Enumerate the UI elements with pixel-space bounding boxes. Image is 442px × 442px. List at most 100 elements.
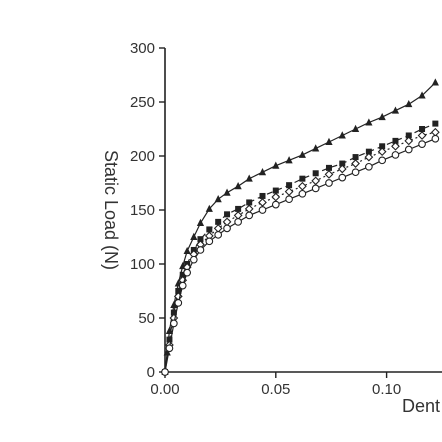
data-point (365, 162, 373, 171)
data-point (170, 309, 177, 316)
data-point (431, 78, 439, 86)
data-point (285, 156, 293, 164)
data-point (378, 156, 387, 165)
data-point (298, 150, 306, 158)
data-point (312, 144, 320, 152)
y-tick-label: 150 (130, 202, 155, 219)
series-4 (161, 134, 440, 376)
series-1 (161, 78, 439, 375)
y-tick-label: 300 (130, 40, 155, 57)
data-point (170, 300, 178, 309)
data-point (271, 192, 281, 202)
data-point (311, 184, 320, 193)
data-point (351, 168, 360, 177)
data-point (299, 175, 306, 182)
data-point (379, 143, 386, 150)
data-point (405, 99, 413, 108)
data-point (215, 218, 222, 225)
data-point (246, 199, 253, 206)
data-point (234, 182, 242, 190)
data-point (298, 189, 307, 198)
data-point (338, 173, 347, 182)
data-point (178, 281, 187, 290)
data-point (165, 344, 174, 353)
y-tick-label: 0 (147, 364, 155, 381)
data-point (259, 192, 266, 199)
data-point (272, 187, 279, 194)
data-point (223, 188, 231, 196)
data-point (205, 237, 214, 246)
data-point (351, 159, 360, 168)
data-point (365, 148, 372, 155)
data-point (338, 131, 346, 139)
data-point (405, 132, 412, 139)
x-tick-label: 0.10 (372, 381, 401, 398)
data-point (183, 246, 191, 255)
series-line (164, 123, 436, 373)
data-point (196, 218, 205, 226)
data-point (245, 174, 253, 182)
data-point (418, 140, 426, 148)
data-point (258, 198, 267, 207)
data-point (298, 181, 307, 191)
data-point (258, 206, 267, 214)
data-point (311, 176, 321, 186)
data-point (224, 211, 231, 218)
data-point (404, 136, 414, 146)
data-point (175, 288, 182, 294)
y-tick-label: 50 (138, 310, 155, 327)
data-point (272, 161, 280, 169)
data-point (271, 200, 280, 209)
y-tick-label: 200 (130, 148, 155, 165)
data-point (235, 205, 242, 212)
x-tick-label: 0.00 (150, 381, 179, 398)
data-point (170, 319, 178, 328)
data-point (214, 230, 223, 239)
data-point (325, 164, 332, 171)
data-point (377, 147, 387, 157)
tick-labels: 0 50 100 150 200 250 300 0.00 0.05 0.10 (130, 40, 401, 398)
data-point (325, 179, 333, 187)
series-line (164, 82, 436, 373)
data-point (233, 211, 243, 220)
data-point (325, 137, 333, 145)
data-point (352, 154, 359, 161)
data-point (418, 91, 426, 99)
data-point (189, 255, 198, 264)
data-point (430, 127, 440, 137)
data-point (364, 152, 374, 162)
data-point (161, 368, 169, 376)
data-point (431, 134, 440, 143)
data-point (196, 246, 205, 254)
data-point (234, 218, 242, 226)
data-point (244, 204, 254, 214)
series-line (164, 131, 436, 373)
data-point (312, 170, 319, 177)
data-point (179, 271, 186, 278)
data-point (404, 145, 413, 154)
data-point (284, 187, 294, 197)
data-point (351, 124, 360, 132)
data-point (391, 141, 400, 151)
y-tick-label: 250 (130, 94, 155, 111)
series-group (160, 78, 440, 377)
data-point (365, 118, 373, 126)
data-point (223, 224, 231, 233)
data-point (206, 226, 213, 233)
data-point (391, 151, 400, 159)
data-point (214, 195, 222, 203)
data-point (339, 160, 346, 167)
data-point (190, 232, 198, 240)
data-point (391, 106, 400, 114)
data-point (197, 236, 204, 243)
data-point (324, 169, 334, 179)
data-point (166, 336, 173, 343)
y-tick-label: 100 (130, 256, 155, 273)
data-point (174, 299, 183, 307)
data-point (258, 168, 267, 176)
data-point (285, 195, 293, 204)
data-point (183, 268, 192, 277)
axes (159, 47, 442, 378)
